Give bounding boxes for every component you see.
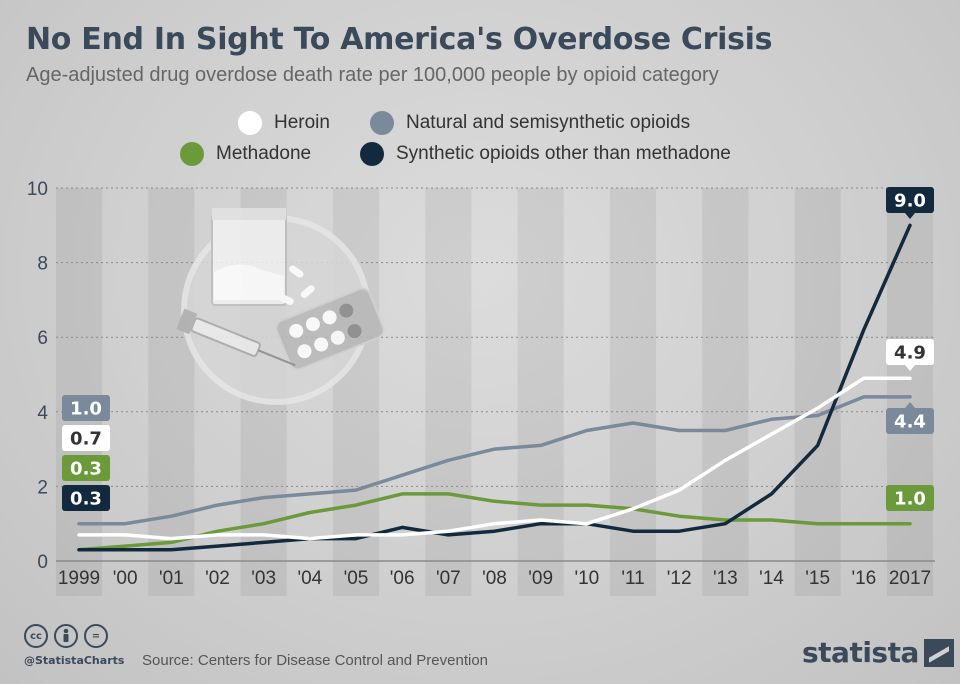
methadone-line [77, 492, 912, 552]
x-tick-label: '16 [851, 568, 876, 589]
heroin-start-label-text: 0.7 [70, 429, 102, 450]
heroin-end-label: 4.9 [886, 339, 934, 371]
x-tick-label: '06 [390, 568, 415, 589]
value-labels: 1.0 4.4 0.3 1.0 0.3 9.0 0.7 4.9 [62, 187, 934, 511]
heroin-legend-swatch [238, 111, 262, 135]
natural-line [77, 395, 912, 526]
natural-start-label: 1.0 [62, 395, 110, 421]
x-tick-label: '14 [759, 568, 784, 589]
year-band [886, 188, 934, 596]
heroin-line [77, 376, 912, 541]
no-derivatives-icon: = [84, 624, 108, 648]
y-tick-label: 6 [37, 328, 48, 349]
synthetic-legend-swatch [360, 142, 384, 166]
natural-start-label-box [62, 395, 110, 421]
x-tick-label: '02 [205, 568, 230, 589]
methadone-end-label: 1.0 [886, 485, 934, 511]
x-tick-label: 2017 [889, 568, 931, 589]
legend-methadone-label: Methadone [216, 143, 312, 164]
synthetic-end-label-box [886, 187, 934, 213]
heroin-start-label-box [62, 425, 110, 451]
legend-methadone: Methadone [180, 142, 311, 166]
legend-natural-label: Natural and semisynthetic opioids [406, 112, 691, 133]
source-note: Source: Centers for Disease Control and … [142, 652, 489, 669]
chart-title: No End In Sight To America's Overdose Cr… [26, 22, 773, 57]
x-tick-label: 1999 [58, 568, 100, 589]
synthetic-end-label-pointer [905, 213, 915, 219]
drugs-illustration-icon [176, 208, 385, 405]
methadone-start-label-text: 0.3 [70, 459, 102, 480]
y-tick-label: 4 [37, 403, 48, 424]
y-tick-label: 8 [37, 254, 48, 275]
y-tick-label: 2 [37, 477, 48, 498]
statista-logo: statista [802, 636, 954, 669]
heroin-start-label: 0.7 [62, 425, 110, 451]
methadone-start-label: 0.3 [62, 455, 110, 481]
twitter-handle: @StatistaCharts [24, 654, 125, 667]
legend-synthetic: Synthetic opioids other than methadone [360, 142, 731, 166]
x-tick-label: '05 [344, 568, 369, 589]
synthetic-end-label-text: 9.0 [894, 191, 926, 212]
natural-end-label: 4.4 [886, 402, 934, 434]
methadone-end-label-text: 1.0 [894, 489, 926, 510]
year-band [702, 188, 749, 596]
synthetic-start-label-text: 0.3 [70, 489, 102, 510]
year-band [148, 188, 195, 596]
synthetic-line [77, 223, 912, 552]
x-tick-label: '00 [113, 568, 138, 589]
x-tick-label: '12 [667, 568, 692, 589]
y-tick-label: 0 [37, 552, 48, 573]
natural-end-label-pointer [905, 402, 915, 408]
natural-legend-swatch [370, 111, 394, 135]
heroin-end-label-pointer [905, 365, 915, 371]
attribution-icon [54, 624, 78, 648]
synthetic-end-label: 9.0 [886, 187, 934, 219]
methadone-end-label-box [886, 485, 934, 511]
legend-synthetic-label: Synthetic opioids other than methadone [396, 143, 731, 164]
year-band [55, 188, 103, 596]
y-axis-ticks: 0 2 4 6 8 10 [27, 179, 49, 573]
legend-heroin-label: Heroin [274, 112, 330, 133]
x-tick-label: '13 [713, 568, 738, 589]
x-axis-ticks: 1999 '00 '01 '02 '03 '04 '05 '06 '07 '08 '09 '10 '11… [58, 568, 931, 589]
x-tick-label: '10 [574, 568, 599, 589]
x-tick-label: '03 [251, 568, 276, 589]
synthetic-start-label: 0.3 [62, 485, 110, 511]
x-tick-label: '04 [297, 568, 322, 589]
chart-subtitle: Age-adjusted drug overdose death rate pe… [26, 64, 719, 86]
year-band [609, 188, 657, 596]
y-tick-label: 10 [27, 179, 48, 200]
x-tick-label: '07 [436, 568, 461, 589]
methadone-start-label-box [62, 455, 110, 481]
synthetic-start-label-box [62, 485, 110, 511]
natural-end-label-box [886, 408, 934, 434]
x-tick-label: '09 [528, 568, 553, 589]
license-icons: cc = [24, 624, 108, 648]
x-tick-label: '01 [159, 568, 184, 589]
legend-heroin: Heroin [238, 111, 330, 135]
methadone-legend-swatch [180, 142, 204, 166]
x-tick-label: '15 [805, 568, 830, 589]
natural-end-label-text: 4.4 [894, 412, 926, 433]
year-band [794, 188, 841, 596]
year-bands [55, 188, 934, 596]
x-tick-label: '08 [482, 568, 507, 589]
statista-logo-icon [923, 638, 954, 667]
legend-natural: Natural and semisynthetic opioids [370, 111, 690, 135]
heroin-end-label-box [886, 339, 934, 365]
series-lines [77, 223, 912, 552]
cc-license-icon: cc [24, 624, 48, 648]
brand-name: statista [802, 636, 919, 669]
natural-start-label-text: 1.0 [70, 399, 102, 420]
x-tick-label: '11 [621, 568, 644, 589]
year-band [517, 188, 564, 596]
heroin-end-label-text: 4.9 [894, 343, 926, 364]
